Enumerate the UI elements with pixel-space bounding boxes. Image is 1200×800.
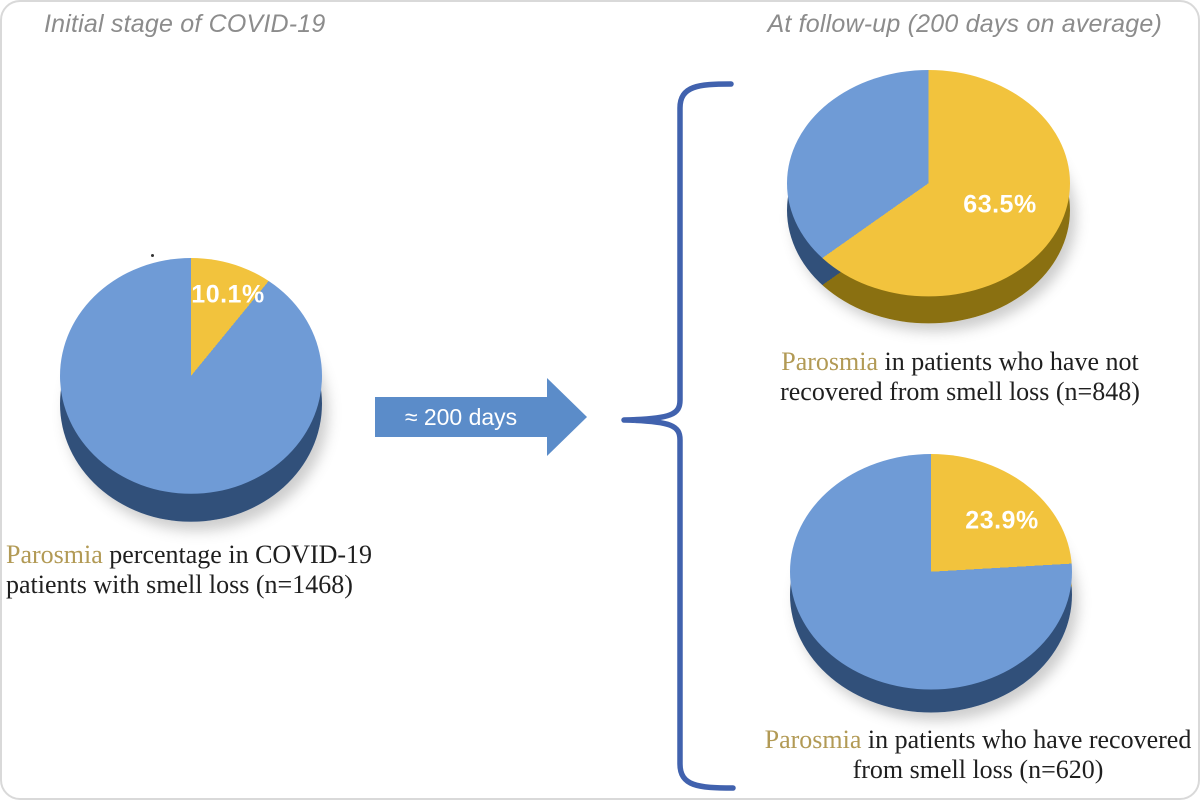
pie-top-surface bbox=[60, 258, 322, 494]
pie-slice-percentage-label: 10.1% bbox=[191, 280, 265, 309]
caption-keyword-parosmia: Parosmia bbox=[764, 725, 862, 754]
pie-slice-percentage-label: 63.5% bbox=[963, 190, 1037, 219]
caption-text: in patients who have not bbox=[878, 347, 1139, 376]
timeline-arrow-body bbox=[375, 397, 547, 437]
pie-slice-percentage-label: 23.9% bbox=[965, 506, 1039, 535]
pie-not-recovered-caption: Parosmia in patients who have not recove… bbox=[750, 347, 1170, 407]
curly-brace bbox=[621, 81, 736, 791]
caption-text: patients with smell loss (n=1468) bbox=[6, 570, 353, 599]
stray-dot-mark bbox=[151, 254, 154, 257]
pie-top-surface bbox=[790, 454, 1072, 690]
timeline-arrow-label: ≈ 200 days bbox=[404, 404, 518, 430]
caption-keyword-parosmia: Parosmia bbox=[6, 540, 103, 569]
pie-chart-recovered: 23.9% bbox=[790, 454, 1072, 713]
pie-chart-initial: 10.1% bbox=[60, 258, 322, 524]
pie-chart-not-recovered: 63.5% bbox=[787, 70, 1070, 324]
caption-text: percentage in COVID-19 bbox=[102, 540, 373, 569]
header-initial-stage: Initial stage of COVID-19 bbox=[44, 10, 326, 38]
pie-top-surface bbox=[787, 70, 1070, 297]
timeline-arrow-head bbox=[547, 378, 587, 456]
caption-text: from smell loss (n=620) bbox=[852, 755, 1104, 784]
caption-text: recovered from smell loss (n=848) bbox=[780, 377, 1140, 406]
header-follow-up: At follow-up (200 days on average) bbox=[767, 10, 1162, 38]
caption-keyword-parosmia: Parosmia bbox=[781, 347, 879, 376]
caption-text: in patients who have recovered bbox=[861, 725, 1192, 754]
pie-recovered-caption: Parosmia in patients who have recovered … bbox=[728, 725, 1198, 785]
pie-initial-caption: Parosmia percentage in COVID-19 patients… bbox=[6, 540, 386, 600]
